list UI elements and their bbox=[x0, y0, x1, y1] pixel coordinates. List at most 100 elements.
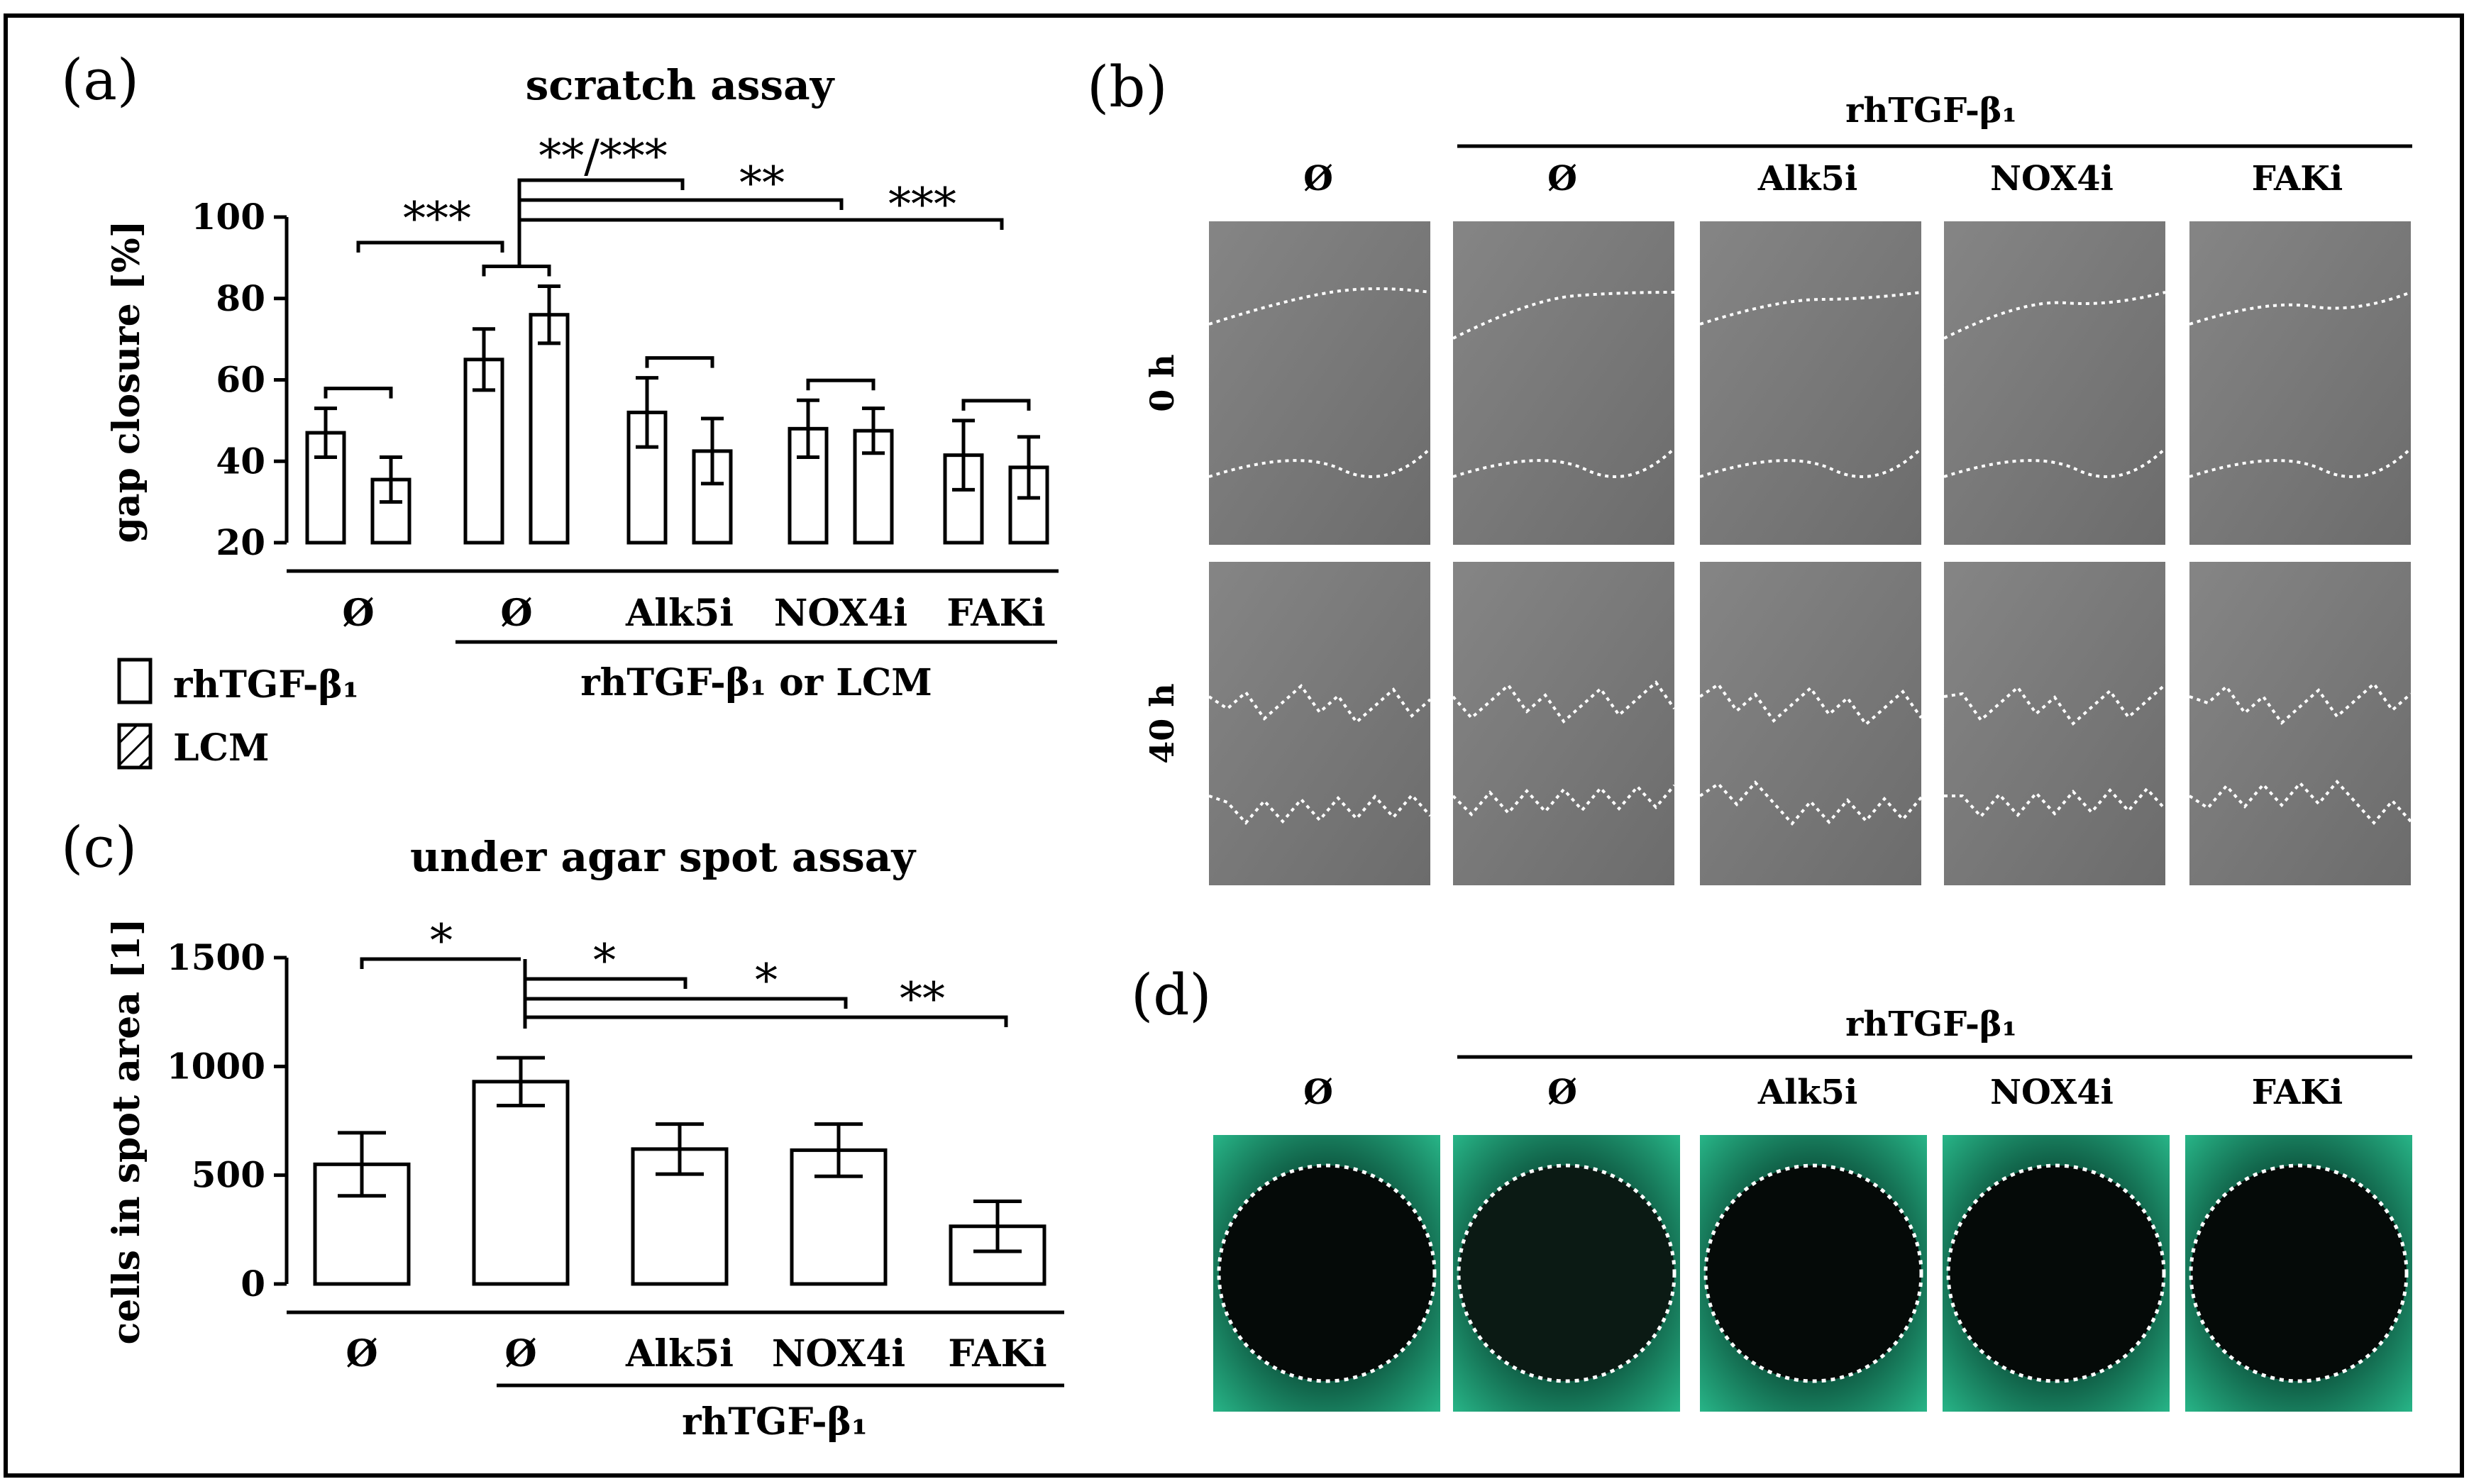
panel-d-col-1: Ø bbox=[1303, 1073, 1333, 1112]
panel-d-col-3: Alk5i bbox=[1757, 1073, 1857, 1112]
chart-a-xtick-label: Alk5i bbox=[625, 592, 734, 635]
significance-label: ** bbox=[739, 157, 785, 210]
chart-c-axes: 0 500 1000 1500 Ø Ø Alk5i NOX4i FAKi bbox=[167, 936, 1064, 1375]
micrograph-0h bbox=[1453, 221, 1674, 545]
error-bar bbox=[1017, 435, 1040, 500]
chart-c-ylabel: cells in spot area [1] bbox=[105, 918, 148, 1344]
error-bar bbox=[656, 1122, 704, 1176]
scratch-assay-chart: scratch assay gap closure [%] 20 40 60 80 10… bbox=[105, 61, 1059, 704]
wound-edge-outline bbox=[2188, 682, 2412, 826]
significance-bracket bbox=[523, 997, 848, 1009]
chart-a-title: scratch assay bbox=[526, 61, 836, 109]
error-bar bbox=[473, 327, 495, 392]
legend-rh-label: rhTGF-β₁ bbox=[173, 663, 359, 707]
chart-a-ytick-label: 60 bbox=[216, 359, 265, 401]
error-bar bbox=[380, 455, 402, 504]
pair-bracket bbox=[482, 265, 551, 277]
error-bar bbox=[797, 398, 819, 460]
spot-area bbox=[2191, 1165, 2407, 1381]
chart-c-xtick-label: Ø bbox=[504, 1332, 536, 1375]
error-bar bbox=[636, 376, 658, 449]
panel-b-col-1: Ø bbox=[1303, 159, 1333, 199]
legend-open-swatch bbox=[117, 658, 153, 704]
wound-edge-outline bbox=[1452, 291, 1676, 478]
bar-lcm bbox=[370, 477, 412, 545]
scratch-micrographs: rhTGF-β₁ Ø Ø Alk5i NOX4i FAKi 0 h 40 h bbox=[1143, 91, 2412, 885]
spot-outline bbox=[2189, 1163, 2409, 1383]
chart-c-xtick-label: FAKi bbox=[948, 1332, 1046, 1375]
figure-border bbox=[4, 13, 2464, 1478]
significance-label: *** bbox=[888, 179, 956, 231]
error-bar bbox=[952, 419, 975, 492]
micrograph-0h bbox=[1944, 221, 2165, 545]
error-bar bbox=[701, 416, 724, 486]
significance-bracket bbox=[356, 240, 504, 253]
spot-area bbox=[1706, 1165, 1921, 1381]
chart-a-ytick-label: 80 bbox=[216, 277, 265, 319]
wound-edge-outline bbox=[2189, 291, 2412, 478]
spot-micrographs: rhTGF-β₁ Ø Ø Alk5i NOX4i FAKi bbox=[1213, 1004, 2412, 1412]
micrograph-grid bbox=[1208, 221, 2412, 885]
spot-area bbox=[1459, 1165, 1674, 1381]
significance-label: *** bbox=[403, 193, 471, 245]
significance-label: **/*** bbox=[538, 131, 668, 183]
spot-area bbox=[1948, 1165, 2164, 1381]
chart-a-xtick-label: Ø bbox=[500, 592, 532, 635]
micrograph-0h bbox=[1700, 221, 1921, 545]
micrograph-40h bbox=[1700, 562, 1921, 885]
wound-edge-outline bbox=[1208, 287, 1432, 478]
chart-a-ylabel: gap closure [%] bbox=[105, 221, 148, 543]
panel-label-c: (c) bbox=[61, 814, 137, 880]
error-bar bbox=[314, 406, 337, 460]
chart-c-ytick-label: 1000 bbox=[167, 1045, 265, 1087]
chart-a-group-label: rhTGF-β₁ or LCM bbox=[580, 661, 932, 704]
micrograph-0h bbox=[1209, 221, 1430, 545]
panel-label-b: (b) bbox=[1087, 54, 1168, 120]
significance-label: * bbox=[430, 915, 453, 968]
panel-label-a: (a) bbox=[61, 47, 139, 113]
spot-image-row bbox=[1213, 1135, 2412, 1412]
chart-c-xtick-label: Alk5i bbox=[625, 1332, 734, 1375]
wound-edge-outline bbox=[1699, 682, 1923, 826]
micrograph-40h bbox=[1453, 562, 1674, 885]
error-bar bbox=[538, 284, 560, 345]
spot-outline bbox=[1703, 1163, 1923, 1383]
legend-lcm-label: LCM bbox=[173, 726, 270, 770]
error-bar bbox=[338, 1131, 386, 1198]
wound-edge-outline bbox=[1452, 680, 1676, 816]
panel-label-d: (d) bbox=[1131, 962, 1212, 1028]
bar bbox=[472, 1080, 570, 1286]
error-bar bbox=[497, 1056, 545, 1108]
panel-b-row-2: 40 h bbox=[1143, 683, 1181, 763]
chart-c-ytick-label: 0 bbox=[241, 1263, 265, 1305]
significance-bracket bbox=[517, 198, 844, 210]
wound-edge-outline bbox=[1943, 291, 2167, 478]
wound-edge-outline bbox=[1208, 684, 1432, 826]
pair-bracket bbox=[961, 399, 1031, 411]
panel-b-group-label: rhTGF-β₁ bbox=[1845, 91, 2017, 131]
spot-outline bbox=[1457, 1163, 1677, 1383]
spot-area bbox=[1219, 1165, 1435, 1381]
bar bbox=[313, 1162, 411, 1286]
panel-d-col-2: Ø bbox=[1547, 1073, 1577, 1112]
chart-a-ytick-label: 100 bbox=[192, 196, 265, 238]
pair-bracket bbox=[324, 387, 393, 399]
panel-b-row-1: 0 h bbox=[1143, 354, 1181, 411]
chart-c-group-label: rhTGF-β₁ bbox=[682, 1400, 868, 1444]
significance-label: * bbox=[755, 955, 778, 1007]
wound-edge-outline bbox=[1943, 683, 2167, 819]
micrograph-40h bbox=[1944, 562, 2165, 885]
panel-d-col-5: FAKi bbox=[2252, 1073, 2343, 1112]
chart-c-title: under agar spot assay bbox=[410, 833, 917, 881]
micrograph-40h bbox=[1209, 562, 1430, 885]
chart-a-ytick-label: 40 bbox=[216, 440, 265, 482]
spot-outline bbox=[1217, 1163, 1437, 1383]
chart-c-ytick-label: 500 bbox=[192, 1154, 265, 1196]
bar-lcm bbox=[529, 313, 570, 545]
chart-a-ytick-label: 20 bbox=[216, 521, 265, 563]
panel-b-col-3: Alk5i bbox=[1757, 159, 1857, 199]
significance-bracket bbox=[360, 957, 521, 969]
panel-b-col-4: NOX4i bbox=[1990, 159, 2114, 199]
error-bar bbox=[862, 406, 885, 455]
